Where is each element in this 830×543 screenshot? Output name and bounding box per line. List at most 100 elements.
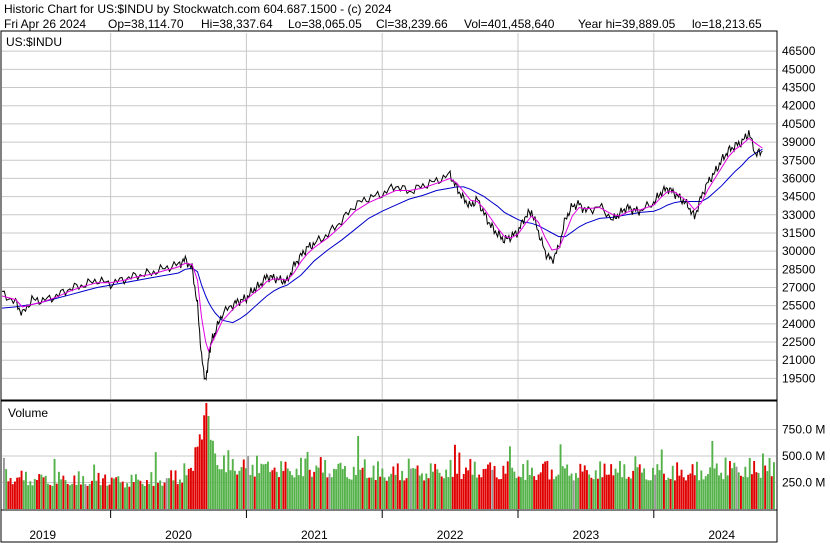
- volume-bar: [198, 434, 201, 509]
- volume-bar: [80, 484, 82, 509]
- volume-bar: [64, 480, 67, 509]
- volume-bar: [603, 463, 606, 509]
- volume-bar: [473, 461, 476, 509]
- volume-bar: [108, 484, 111, 509]
- volume-bar: [183, 463, 186, 509]
- volume-bar: [564, 468, 566, 509]
- volume-bar: [29, 481, 32, 509]
- volume-bar: [326, 477, 329, 509]
- volume-bar: [93, 464, 96, 509]
- volume-bar: [401, 470, 404, 509]
- volume-bar: [330, 477, 333, 509]
- volume-bar: [280, 461, 283, 509]
- volume-bar: [181, 482, 184, 509]
- volume-bar: [669, 479, 672, 509]
- volume-bar: [722, 479, 725, 509]
- volume-bar: [608, 474, 610, 509]
- volume-bar: [412, 468, 415, 509]
- volume-bar: [97, 472, 100, 509]
- volume-bar: [636, 467, 639, 509]
- volume-bar: [403, 480, 406, 509]
- volume-bar: [744, 466, 747, 509]
- volume-bar: [667, 477, 670, 509]
- volume-bar: [709, 467, 712, 509]
- volume-bar: [16, 477, 19, 509]
- volume-bar: [720, 472, 723, 509]
- volume-bar: [240, 467, 243, 509]
- price-tick-label: 34500: [782, 190, 816, 204]
- volume-bar: [275, 471, 278, 509]
- volume-bar: [405, 478, 408, 509]
- volume-bar: [471, 474, 474, 509]
- volume-bar: [480, 477, 483, 509]
- time-axis-label: 2020: [165, 528, 192, 542]
- volume-bar: [645, 479, 648, 509]
- volume-tick-label: 750.0 M: [782, 423, 825, 437]
- volume-bar: [707, 474, 709, 509]
- volume-bar: [55, 483, 58, 509]
- volume-bar: [687, 474, 690, 509]
- volume-bar: [95, 480, 98, 509]
- quote-close: Cl=38,239.66: [376, 17, 448, 31]
- volume-bar: [249, 474, 252, 509]
- volume-bar: [498, 479, 500, 509]
- volume-bar: [201, 439, 203, 509]
- volume-bar: [3, 457, 5, 509]
- volume-bar: [704, 476, 707, 509]
- volume-bar: [509, 446, 511, 509]
- volume-bar: [537, 474, 540, 509]
- volume-bar: [583, 465, 586, 509]
- volume-bar: [513, 471, 516, 509]
- volume-bar: [366, 478, 368, 509]
- volume-bar: [614, 468, 617, 509]
- volume-bar: [647, 480, 650, 509]
- price-tick-label: 21000: [782, 353, 816, 367]
- volume-bar: [432, 471, 434, 509]
- volume-bar: [696, 461, 698, 509]
- volume-bar: [220, 469, 223, 509]
- volume-bar: [449, 459, 452, 509]
- volume-bar: [192, 470, 195, 509]
- volume-bar: [550, 469, 553, 509]
- volume-bar: [561, 466, 564, 509]
- volume-bar: [218, 469, 221, 509]
- volume-bar: [245, 468, 247, 509]
- volume-bar: [601, 477, 604, 509]
- quote-low: Lo=38,065.05: [288, 17, 362, 31]
- volume-bar: [304, 458, 307, 509]
- volume-bar: [209, 439, 212, 509]
- volume-bar: [355, 475, 357, 509]
- volume-bar: [579, 463, 582, 509]
- volume-bar: [161, 485, 164, 509]
- volume-bar: [47, 483, 49, 509]
- volume-bar: [229, 470, 232, 509]
- volume-bar: [656, 464, 659, 509]
- volume-bar: [216, 465, 219, 509]
- volume-bar: [436, 469, 439, 509]
- volume-bar: [179, 479, 181, 509]
- volume-bar: [414, 468, 417, 509]
- price-tick-label: 22500: [782, 335, 816, 349]
- volume-bar: [713, 468, 716, 509]
- quote-date: Fri Apr 26 2024: [4, 17, 86, 31]
- volume-bar: [399, 480, 401, 509]
- volume-bar: [154, 452, 157, 509]
- volume-bar: [359, 469, 362, 509]
- volume-bar: [14, 481, 16, 509]
- quote-year-low: lo=18,213.65: [692, 17, 762, 31]
- volume-bar: [575, 473, 577, 509]
- volume-bar: [141, 483, 144, 509]
- volume-bar: [388, 476, 390, 509]
- volume-bar: [590, 477, 593, 509]
- volume-bar: [711, 441, 714, 509]
- volume-bar: [377, 461, 379, 509]
- volume-bar: [531, 467, 533, 509]
- volume-bar: [623, 464, 626, 509]
- volume-bar: [456, 473, 459, 509]
- volume-bar: [346, 477, 349, 509]
- volume-bar: [297, 475, 300, 509]
- price-tick-label: 43500: [782, 81, 816, 95]
- volume-bar: [555, 476, 558, 509]
- time-axis-label: 2021: [301, 528, 328, 542]
- time-axis-label: 2024: [708, 528, 735, 542]
